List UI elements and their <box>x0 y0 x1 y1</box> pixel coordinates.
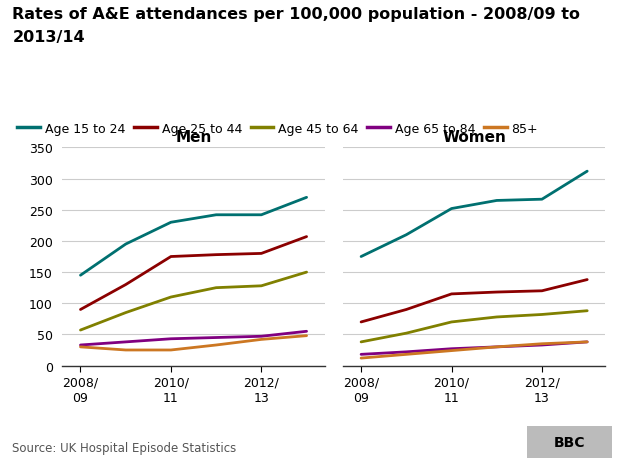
Legend: Age 15 to 24, Age 25 to 44, Age 45 to 64, Age 65 to 84, 85+: Age 15 to 24, Age 25 to 44, Age 45 to 64… <box>12 117 544 140</box>
Title: Men: Men <box>175 129 212 144</box>
Text: Source: UK Hospital Episode Statistics: Source: UK Hospital Episode Statistics <box>12 441 236 454</box>
Text: BBC: BBC <box>553 435 585 449</box>
Text: Rates of A&E attendances per 100,000 population - 2008/09 to: Rates of A&E attendances per 100,000 pop… <box>12 7 580 22</box>
Title: Women: Women <box>442 129 506 144</box>
FancyBboxPatch shape <box>527 426 612 458</box>
Text: 2013/14: 2013/14 <box>12 30 85 45</box>
